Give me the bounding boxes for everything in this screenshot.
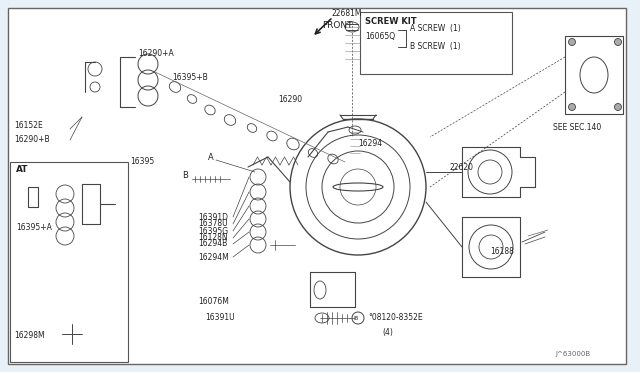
Text: 16395+B: 16395+B (172, 73, 208, 81)
Circle shape (568, 38, 575, 45)
Text: (4): (4) (382, 327, 393, 337)
Circle shape (568, 103, 575, 110)
Text: AT: AT (16, 166, 29, 174)
Text: FRONT: FRONT (322, 20, 353, 29)
Text: SEE SEC.140: SEE SEC.140 (553, 122, 601, 131)
Text: 16152E: 16152E (14, 122, 43, 131)
Text: 16294B: 16294B (198, 240, 227, 248)
Bar (360, 12, 512, 74)
Text: °08120-8352E: °08120-8352E (368, 314, 422, 323)
Circle shape (614, 38, 621, 45)
Circle shape (614, 103, 621, 110)
Text: 16391D: 16391D (198, 212, 228, 221)
Text: 16290+A: 16290+A (138, 48, 173, 58)
Text: 22620: 22620 (450, 163, 474, 171)
Text: J^63000B: J^63000B (555, 351, 590, 357)
Text: 16391U: 16391U (205, 314, 235, 323)
Text: 16395: 16395 (130, 157, 154, 167)
Bar (565, 36, 623, 114)
Text: 16395G: 16395G (198, 227, 228, 235)
Text: 16188: 16188 (490, 247, 514, 257)
Text: B: B (182, 171, 188, 180)
Text: 16290: 16290 (278, 96, 302, 105)
Text: B: B (353, 315, 357, 321)
Text: SCREW KIT: SCREW KIT (365, 17, 417, 26)
Text: 16294M: 16294M (198, 253, 228, 262)
Text: 16128N: 16128N (198, 234, 228, 243)
Text: 16298M: 16298M (14, 331, 45, 340)
Text: 22681M: 22681M (332, 10, 362, 19)
Text: 16378U: 16378U (198, 219, 228, 228)
Text: 16290+B: 16290+B (14, 135, 50, 144)
Text: A: A (208, 153, 214, 161)
Text: 16076M: 16076M (198, 298, 229, 307)
Text: B SCREW  (1): B SCREW (1) (410, 42, 461, 51)
Bar (10, 162, 128, 362)
Text: 16395+A: 16395+A (16, 222, 52, 231)
Text: A SCREW  (1): A SCREW (1) (410, 25, 461, 33)
Text: 16294: 16294 (358, 140, 382, 148)
Text: 16065Q: 16065Q (365, 32, 395, 41)
